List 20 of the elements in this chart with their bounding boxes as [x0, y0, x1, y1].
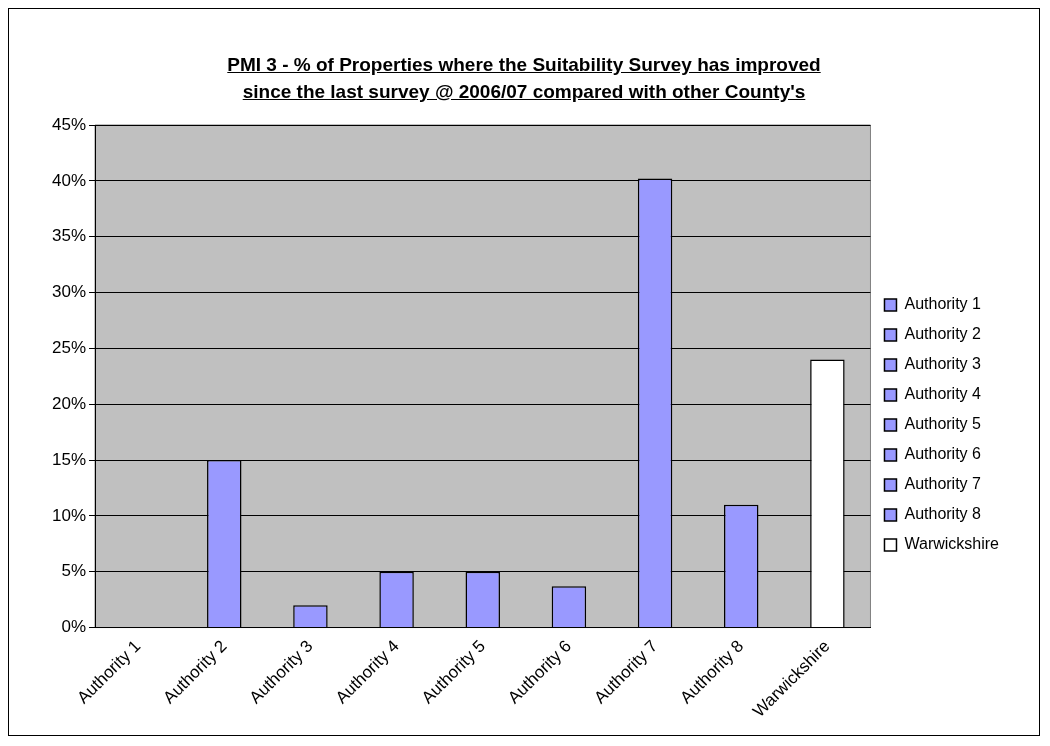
legend-label: Authority 7 [904, 475, 982, 493]
chart-title: PMI 3 - % of Properties where the Suitability Survey has improved since the last survey @ 2006/07 compared with other County's [226, 53, 822, 104]
y-tick-label: 30% [51, 282, 87, 302]
legend-label: Authority 5 [904, 415, 982, 433]
legend-label: Authority 2 [904, 325, 982, 343]
y-tick-label: 15% [51, 449, 87, 469]
y-tick-label: 10% [51, 505, 87, 525]
legend-label: Authority 6 [904, 445, 982, 463]
legend-label: Authority 3 [904, 355, 982, 373]
y-tick-label: 35% [51, 226, 87, 246]
legend-label: Authority 1 [904, 295, 982, 313]
y-tick-label: 0% [61, 617, 87, 637]
y-tick-label: 25% [51, 338, 87, 358]
legend-label: Warwickshire [904, 535, 1000, 553]
legend-label: Authority 8 [904, 505, 982, 523]
y-tick-label: 40% [51, 170, 87, 190]
y-tick-label: 5% [61, 561, 87, 581]
y-tick-label: 45% [51, 114, 87, 134]
y-tick-label: 20% [51, 393, 87, 413]
legend-label: Authority 4 [904, 385, 982, 403]
